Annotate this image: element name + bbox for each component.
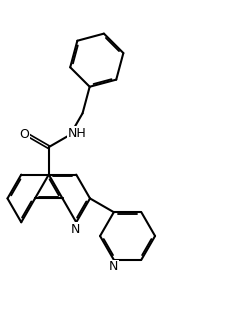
Text: O: O [19,128,29,141]
Text: N: N [70,223,80,236]
Text: NH: NH [68,127,86,140]
Text: N: N [109,260,118,273]
